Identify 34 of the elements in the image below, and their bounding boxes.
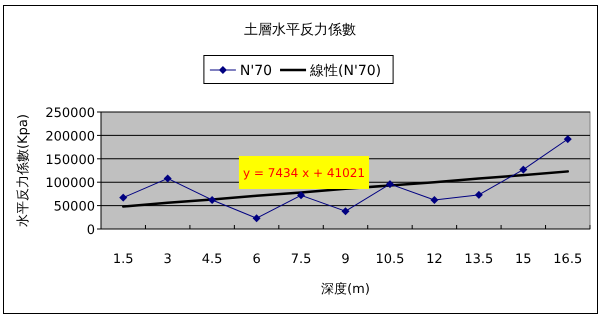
point (252, 214, 261, 222)
x-tick-label: 10.5 (375, 252, 404, 267)
y-tick-label: 250000 (45, 106, 95, 121)
x-tick-label: 1.5 (112, 252, 134, 267)
x-tick-label: 3 (164, 252, 172, 267)
y-tick-label: 0 (86, 223, 95, 238)
point (386, 180, 394, 188)
y-tick-label: 50000 (54, 200, 95, 215)
y-axis-title: 水平反力係數(Kpa) (16, 114, 31, 227)
point (430, 196, 438, 204)
x-tick-label: 12 (426, 252, 443, 267)
chart-title: 土層水平反力係數 (244, 22, 356, 38)
point (519, 166, 528, 174)
x-tick-label: 13.5 (464, 252, 494, 267)
x-tick-label: 4.5 (202, 252, 222, 267)
y-tick-label: 150000 (45, 152, 95, 168)
point (474, 190, 483, 199)
x-tick-label: 15 (515, 252, 532, 267)
point (564, 135, 572, 144)
x-tick-label: 7.5 (290, 252, 312, 267)
x-tick-label: 16.5 (553, 252, 582, 267)
annotation: y = 7434 x + 41021 (242, 166, 366, 180)
point (208, 196, 216, 204)
legend-label: N'70 (240, 63, 272, 79)
x-axis-title: 深度(m) (321, 281, 370, 297)
y-tick-label: 100000 (45, 176, 95, 192)
point (297, 191, 306, 200)
point (119, 194, 128, 202)
legend-label: 線性(N'70) (309, 63, 382, 79)
x-tick-label: 9 (341, 252, 350, 267)
y-tick-label: 200000 (45, 129, 95, 144)
point (342, 207, 350, 216)
point (164, 174, 172, 182)
x-tick-label: 6 (252, 252, 261, 267)
